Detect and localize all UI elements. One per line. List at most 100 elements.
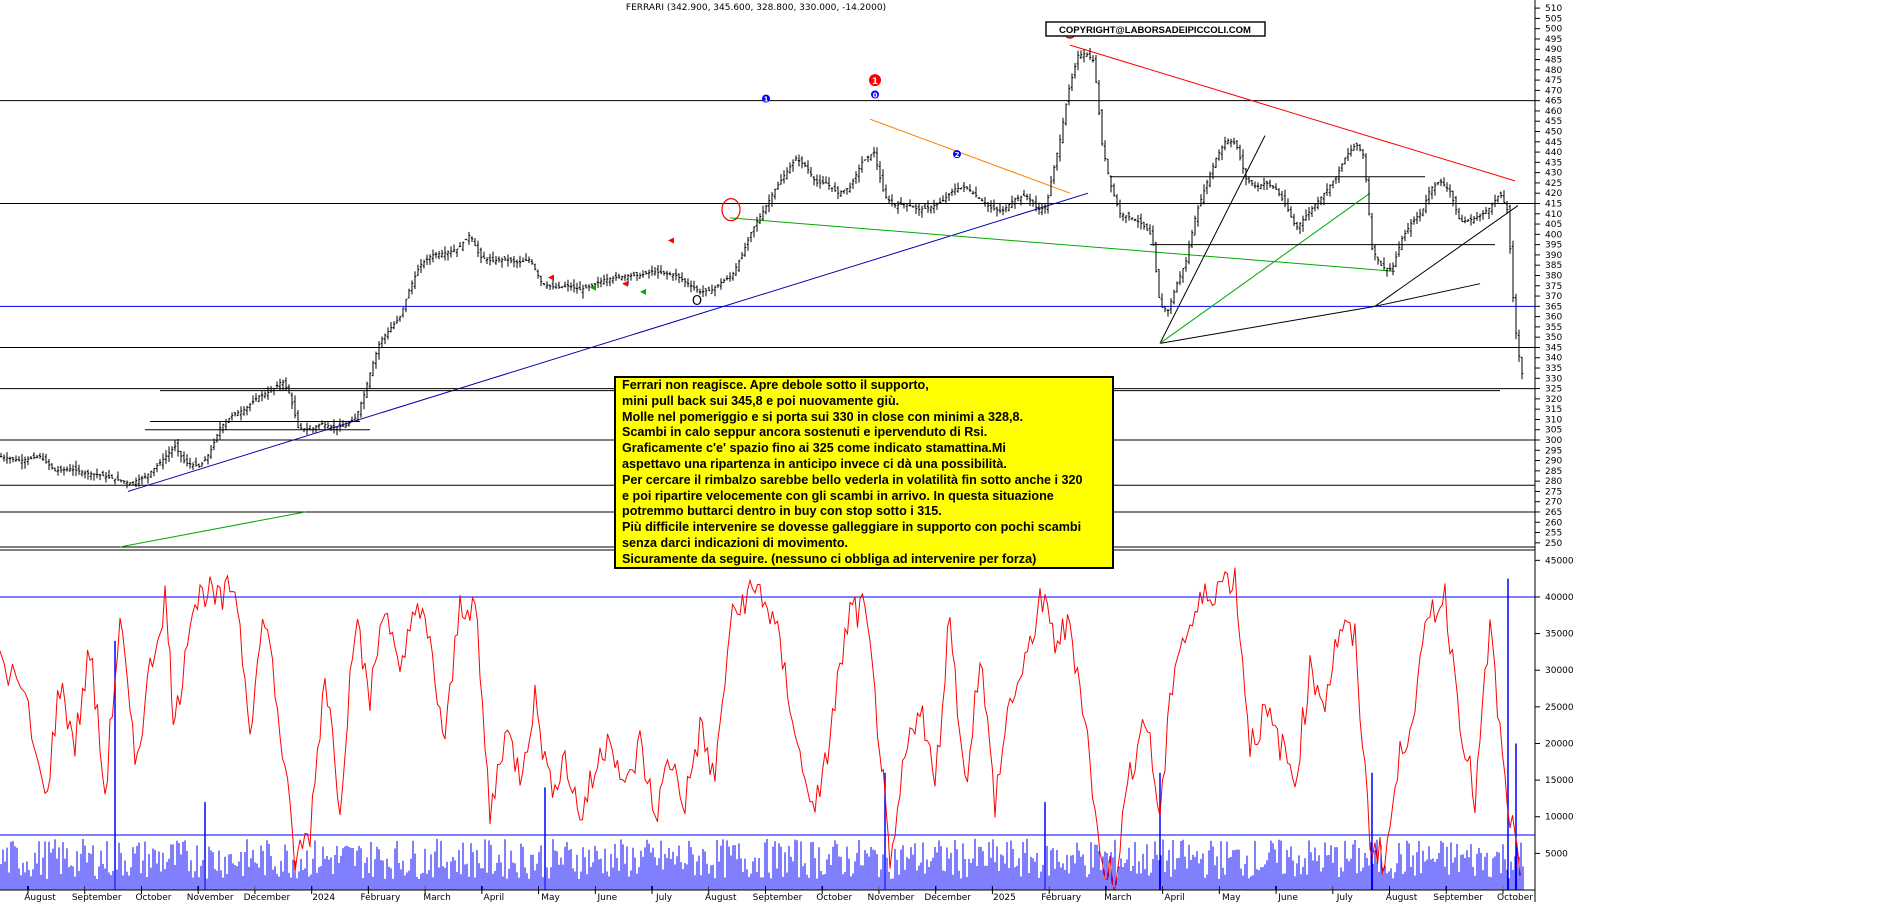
commentary-line: mini pull back sui 345,8 e poi nuovament… bbox=[622, 393, 900, 408]
month-label: November bbox=[187, 893, 234, 902]
price-tick-label: 255 bbox=[1545, 529, 1562, 539]
price-tick-label: 355 bbox=[1545, 323, 1562, 333]
small-arrow bbox=[640, 288, 646, 295]
commentary-line: Graficamente c'e' spazio fino ai 325 com… bbox=[622, 441, 1006, 456]
price-tick-label: 370 bbox=[1545, 292, 1562, 302]
wave-marker-label: 2 bbox=[955, 151, 960, 159]
price-tick-label: 300 bbox=[1545, 436, 1562, 446]
month-label: June bbox=[597, 893, 618, 902]
small-arrow bbox=[590, 284, 596, 291]
price-tick-label: 345 bbox=[1545, 343, 1562, 353]
price-tick-label: 295 bbox=[1545, 446, 1562, 456]
rsi-path bbox=[0, 567, 1521, 892]
price-tick-label: 455 bbox=[1545, 117, 1562, 127]
price-tick-label: 410 bbox=[1545, 210, 1562, 220]
price-tick-label: 395 bbox=[1545, 241, 1562, 251]
rsi-line bbox=[0, 567, 1521, 892]
commentary-line: e poi ripartire velocemente con gli scam… bbox=[622, 488, 1054, 503]
volume-tick-label: 35000 bbox=[1545, 630, 1574, 640]
price-tick-label: 340 bbox=[1545, 354, 1562, 364]
wave-marker-blue bbox=[762, 94, 770, 103]
price-tick-label: 500 bbox=[1545, 25, 1562, 35]
month-label: October bbox=[135, 893, 171, 902]
month-label: May bbox=[541, 893, 560, 902]
month-label: October bbox=[1497, 893, 1533, 902]
month-label: April bbox=[1164, 893, 1185, 902]
volume-tick-label: 5000 bbox=[1545, 849, 1568, 859]
month-label: June bbox=[1277, 893, 1298, 902]
price-tick-label: 445 bbox=[1545, 138, 1562, 148]
commentary-line: Scambi in calo seppur ancora sostenuti e… bbox=[622, 425, 988, 440]
volume-bars bbox=[0, 578, 1535, 890]
month-label: December bbox=[244, 893, 291, 902]
trendline-black bbox=[1374, 205, 1519, 307]
price-tick-label: 350 bbox=[1545, 333, 1562, 343]
small-arrow bbox=[668, 237, 674, 244]
price-tick-label: 265 bbox=[1545, 508, 1562, 518]
wave-marker-blue bbox=[871, 90, 879, 99]
price-tick-label: 390 bbox=[1545, 251, 1562, 261]
month-label: July bbox=[655, 893, 673, 902]
volume-tick-label: 15000 bbox=[1545, 776, 1574, 786]
copyright-box bbox=[1045, 21, 1266, 37]
month-label: April bbox=[484, 893, 505, 902]
price-tick-label: 435 bbox=[1545, 158, 1562, 168]
price-tick-label: 365 bbox=[1545, 302, 1562, 312]
price-tick-label: 360 bbox=[1545, 313, 1562, 323]
price-tick-label: 285 bbox=[1545, 467, 1562, 477]
month-label: May bbox=[1222, 893, 1241, 902]
price-tick-label: 385 bbox=[1545, 261, 1562, 271]
price-tick-label: 485 bbox=[1545, 56, 1562, 66]
month-label: October bbox=[816, 893, 852, 902]
month-label: March bbox=[1104, 893, 1131, 902]
price-tick-label: 490 bbox=[1545, 45, 1562, 55]
price-tick-label: 470 bbox=[1545, 86, 1562, 96]
copyright-label: COPYRIGHT@LABORSADEIPICCOLI.COM bbox=[1059, 25, 1251, 36]
price-tick-label: 420 bbox=[1545, 189, 1562, 199]
volume-tick-label: 40000 bbox=[1545, 593, 1574, 603]
price-tick-label: 290 bbox=[1545, 457, 1562, 467]
month-label: 2024 bbox=[312, 893, 335, 902]
price-tick-label: 305 bbox=[1545, 426, 1562, 436]
price-tick-label: 320 bbox=[1545, 395, 1562, 405]
wave-marker-blue bbox=[953, 150, 961, 159]
price-tick-label: 460 bbox=[1545, 107, 1562, 117]
volume-tick-label: 25000 bbox=[1545, 703, 1574, 713]
price-tick-label: 505 bbox=[1545, 14, 1562, 24]
trendline-black bbox=[1159, 305, 1376, 344]
month-label: August bbox=[1386, 893, 1418, 902]
commentary-line: aspettavo una ripartenza in anticipo inv… bbox=[622, 456, 1007, 471]
price-tick-label: 335 bbox=[1545, 364, 1562, 374]
price-tick-label: 510 bbox=[1545, 4, 1562, 14]
trendline-orange bbox=[869, 118, 1071, 194]
price-tick-label: 315 bbox=[1545, 405, 1562, 415]
month-label: September bbox=[753, 893, 803, 902]
volume-tick-label: 10000 bbox=[1545, 813, 1574, 823]
price-tick-label: 275 bbox=[1545, 487, 1562, 497]
commentary-line: Sicuramente da seguire. (nessuno ci obbl… bbox=[622, 551, 1037, 566]
trendline-green bbox=[1159, 192, 1371, 344]
price-tick-label: 495 bbox=[1545, 35, 1562, 45]
commentary-line: Per cercare il rimbalzo sarebbe bello ve… bbox=[622, 472, 1083, 487]
month-label: July bbox=[1336, 893, 1354, 902]
price-tick-label: 250 bbox=[1545, 539, 1562, 549]
price-tick-label: 270 bbox=[1545, 498, 1562, 508]
month-label: February bbox=[360, 893, 401, 902]
price-bars bbox=[0, 47, 1524, 489]
chart-title: FERRARI (342.900, 345.600, 328.800, 330.… bbox=[626, 3, 886, 13]
price-tick-label: 475 bbox=[1545, 76, 1562, 86]
price-tick-label: 450 bbox=[1545, 128, 1562, 138]
price-tick-label: 400 bbox=[1545, 230, 1562, 240]
month-label: August bbox=[24, 893, 56, 902]
commentary-line: senza darci indicazioni di movimento. bbox=[622, 535, 849, 550]
price-tick-label: 415 bbox=[1545, 199, 1562, 209]
trendline-blue bbox=[127, 192, 1089, 492]
price-tick-label: 425 bbox=[1545, 179, 1562, 189]
small-arrow bbox=[622, 280, 628, 287]
trendline-black bbox=[1159, 135, 1266, 344]
trendline-black bbox=[1374, 283, 1481, 307]
wave-marker-label: O bbox=[692, 294, 702, 309]
commentary-line: potremmo buttarci dentro in buy con stop… bbox=[622, 504, 942, 519]
commentary-box: Ferrari non reagisce. Apre debole sotto … bbox=[614, 376, 1114, 569]
volume-tick-label: 30000 bbox=[1545, 666, 1574, 676]
